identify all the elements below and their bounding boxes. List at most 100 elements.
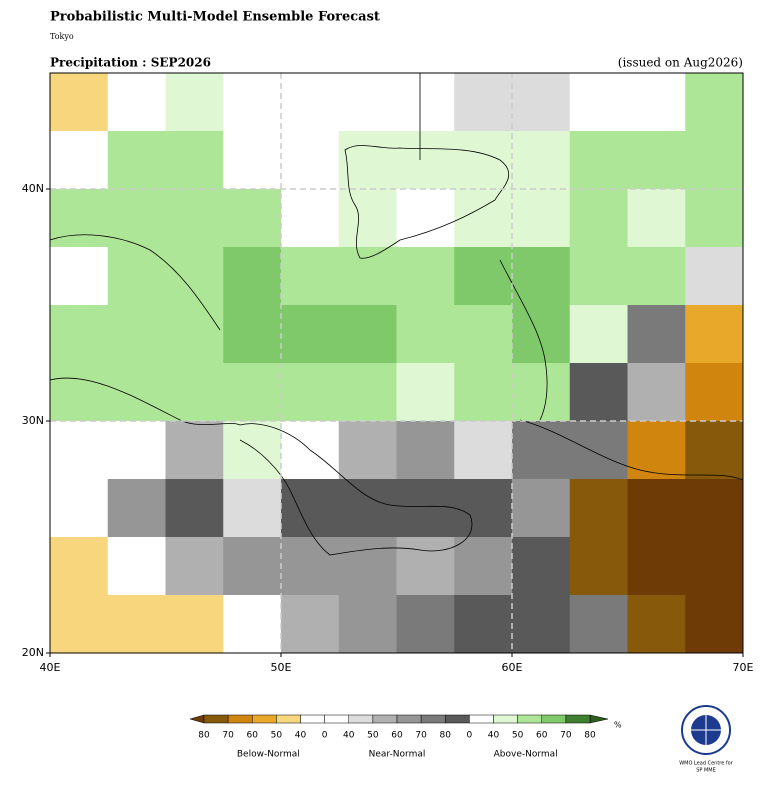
y-tick-label: 20N [22,646,44,659]
grid-cell [338,131,397,190]
grid-cell [627,189,686,248]
grid-cell [396,421,455,480]
colorbar-label: 70 [560,731,572,741]
caspian [344,145,509,259]
grid-cell [107,305,166,364]
grid-cell [165,479,224,538]
colorbar-segment [469,714,494,724]
grid-cell [396,363,455,422]
grid-cell [165,247,224,306]
grid-cell [569,421,628,480]
grid-cell [165,595,224,654]
colorbar-segment [420,714,446,724]
grid-cell [454,421,513,480]
grid-cell [281,131,340,190]
grid-cell [281,595,340,654]
borders [419,73,548,421]
colorbar-segment [445,714,470,724]
grid-cell [223,189,282,248]
subtitle: Tokyo [50,32,74,41]
grid-cell [627,421,686,480]
grid-cell [454,189,513,248]
grid-cell [685,595,744,654]
grid-cell [396,595,455,654]
logo: WMO Lead Centre for SP MME [679,705,734,774]
colorbar-label: 60 [536,731,548,741]
grid-cell [50,189,109,248]
grid-cell [512,305,571,364]
colorbar-label: 80 [440,731,452,741]
grid-cell [281,537,340,596]
grid-cell [107,595,166,654]
colorbar-segment [203,714,229,724]
grid-cell [50,537,109,596]
grid-cell [454,479,513,538]
colorbar-label: 50 [367,731,379,741]
colorbar-label: 50 [271,731,283,741]
grid-cell [50,73,109,132]
grid-cell [512,247,571,306]
logo-ring [681,705,731,755]
grid-cell [107,537,166,596]
grid-cell [281,305,340,364]
grid-cell [396,305,455,364]
grid-cell [512,73,571,132]
grid-cell [512,189,571,248]
colorbar-label: 80 [584,731,596,741]
logo-lines [688,712,724,748]
grid-cell [685,305,744,364]
grid-cell [685,421,744,480]
grid-cell [338,363,397,422]
colorbar-low [189,714,205,724]
grid-cell [165,363,224,422]
variable: Precipitation : SEP2026 [50,56,211,70]
colorbar-label: 60 [391,731,403,741]
grid-cell [281,73,340,132]
grid-cell [281,189,340,248]
grid-cell [223,73,282,132]
y-tick-label: 30N [22,414,44,427]
logo-text: WMO Lead Centre for [679,761,734,767]
colorbar-group: Near-Normal [369,750,426,760]
colorbar-segment [227,714,253,724]
grid-cell [627,479,686,538]
grid-cell [107,421,166,480]
grid-cell [569,537,628,596]
grid-cell [685,131,744,190]
grid-cell [338,247,397,306]
grid-cell [512,131,571,190]
grid-cells [50,73,744,654]
grid-cell [338,421,397,480]
grid-cell [569,595,628,654]
grid-cell [396,537,455,596]
title: Probabilistic Multi-Model Ensemble Forec… [50,10,380,25]
grid-cell [281,363,340,422]
grid-cell [396,479,455,538]
grid-cell [223,537,282,596]
colorbar-segment [517,714,542,724]
grid-cell [338,537,397,596]
grid-cell [454,247,513,306]
colorbar-group: Below-Normal [237,750,300,760]
grid-cell [165,189,224,248]
grid-cell [338,479,397,538]
colorbar-label: 70 [415,731,427,741]
grid-cell [569,189,628,248]
grid-cell [165,73,224,132]
grid-cell [454,305,513,364]
colorbar-label: 80 [198,731,210,741]
colorbar-label: 0 [467,731,473,741]
grid-cell [685,479,744,538]
grid-cell [338,189,397,248]
grid-cell [165,131,224,190]
grid-cell [165,537,224,596]
grid-cell [569,363,628,422]
grid-cell [512,595,571,654]
grid-cell [50,305,109,364]
grid-cell [165,305,224,364]
grid-cell [454,537,513,596]
colorbar-segment [372,714,398,724]
grid-cell [107,363,166,422]
